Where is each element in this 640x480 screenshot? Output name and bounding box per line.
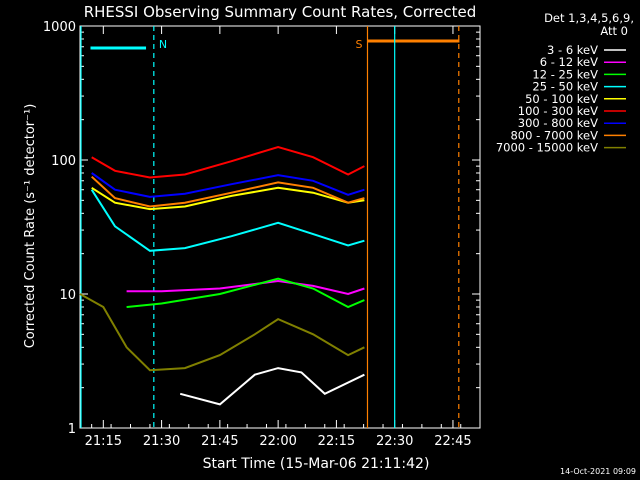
- series-line: [90, 189, 365, 252]
- legend-label: 6 - 12 keV: [540, 55, 598, 69]
- series-line: [91, 186, 365, 211]
- x-axis-label: Start Time (15-Mar-06 21:11:42): [203, 456, 430, 472]
- y-tick-label: 1000: [43, 20, 76, 35]
- y-tick-label: 1: [68, 422, 76, 437]
- y-tick-label: 100: [51, 154, 76, 169]
- series-line: [91, 172, 365, 198]
- legend-label: 12 - 25 keV: [532, 67, 598, 81]
- series-line: [126, 277, 365, 309]
- series-line: [79, 293, 365, 372]
- plot-area: 1 10 100 1000 21:15 21:30 21:45 22:00 22:15 22:30…: [43, 20, 481, 449]
- flag-label-S: S: [355, 38, 362, 51]
- series-line: [179, 367, 365, 406]
- legend-label: 300 - 800 keV: [518, 116, 598, 130]
- plot-frame: [79, 25, 481, 429]
- legend-header-line-1: Det 1,3,4,5,6,9,: [544, 11, 634, 25]
- timestamp: 14-Oct-2021 09:09: [560, 467, 636, 476]
- legend-label: 800 - 7000 keV: [510, 128, 598, 142]
- x-tick-label: 21:15: [85, 434, 122, 449]
- x-tick-label: 21:45: [201, 434, 238, 449]
- x-tick-label: 21:30: [143, 434, 180, 449]
- series-line: [126, 279, 365, 296]
- legend-label: 100 - 300 keV: [518, 104, 598, 118]
- x-tick-label: 22:45: [434, 434, 471, 449]
- series-line: [91, 145, 365, 179]
- x-tick-label: 22:30: [376, 434, 413, 449]
- legend-header-line-2: Att 0: [600, 24, 628, 38]
- x-tick-label: 22:00: [259, 434, 296, 449]
- y-axis-label: Corrected Count Rate (s⁻¹ detector⁻¹): [23, 104, 38, 349]
- chart-title: RHESSI Observing Summary Count Rates, Co…: [84, 3, 477, 21]
- flag-label-N: N: [159, 38, 167, 51]
- legend-label: 25 - 50 keV: [532, 80, 598, 94]
- series-line: [91, 175, 365, 208]
- legend-label: 3 - 6 keV: [547, 43, 598, 57]
- legend-label: 50 - 100 keV: [525, 92, 598, 106]
- legend-label: 7000 - 15000 keV: [496, 141, 598, 155]
- x-tick-label: 22:15: [318, 434, 355, 449]
- y-tick-label: 10: [59, 288, 76, 303]
